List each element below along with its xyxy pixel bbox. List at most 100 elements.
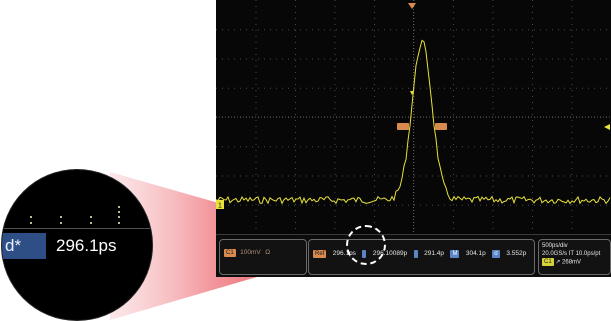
grid-dot: [374, 42, 375, 43]
grid-dot: [571, 72, 573, 73]
grid-dot: [414, 29, 415, 31]
grid-dot: [571, 0, 573, 1]
grid-dot: [564, 175, 565, 177]
grid-dot: [255, 156, 257, 157]
grid-dot: [492, 36, 494, 37]
grid-dot: [374, 96, 375, 97]
grid-dot: [374, 150, 375, 151]
grid-dot: [540, 58, 541, 60]
grid-dot: [420, 87, 421, 89]
grid-dot: [532, 84, 533, 85]
cursor-right-label[interactable]: [435, 123, 447, 130]
grid-dot: [255, 222, 257, 223]
grid-dot: [342, 175, 343, 177]
grid-dot: [532, 192, 533, 193]
grid-dot: [453, 54, 454, 55]
grid-dot: [324, 175, 325, 177]
grid-dot: [571, 54, 573, 55]
grid-dot: [282, 146, 283, 148]
grid-dot: [258, 29, 259, 31]
grid-dot: [444, 87, 445, 89]
grid-dot: [228, 58, 229, 60]
grid-dot: [438, 146, 439, 148]
grid-dot: [234, 58, 235, 60]
cursor-left-label[interactable]: [397, 123, 409, 130]
grid-dot: [486, 58, 487, 60]
grid-dot: [288, 58, 289, 60]
grid-dot: [300, 29, 301, 31]
grid-dot: [374, 168, 375, 169]
grid-dot: [532, 210, 533, 211]
grid-dot: [532, 42, 533, 43]
trigger-level-readout: 268mV: [562, 259, 582, 266]
grid-dot: [528, 58, 529, 60]
grid-dot: [390, 29, 391, 31]
grid-dot: [453, 150, 454, 151]
grid-dot: [492, 156, 494, 157]
grid-dot: [453, 144, 454, 145]
grid-dot: [522, 204, 523, 206]
grid-dot: [255, 120, 257, 121]
grid-dot: [492, 210, 494, 211]
grid-dot: [372, 204, 373, 206]
grid-dot: [334, 204, 336, 205]
grid-dot: [295, 102, 296, 103]
grid-dot: [498, 29, 499, 31]
measurement-panel[interactable]: Ref 296.1ps ​ 296.10089p ​ 291.4p M 304.…: [308, 239, 535, 275]
trigger-position-marker[interactable]: [408, 3, 416, 9]
grid-dot: [492, 174, 494, 175]
grid-dot: [453, 102, 454, 103]
grid-dot: [374, 54, 375, 55]
grid-dot: [456, 175, 457, 177]
grid-dot: [264, 146, 265, 148]
grid-dot: [474, 204, 475, 206]
grid-dot: [432, 146, 433, 148]
grid-dot: [532, 96, 533, 97]
grid-dot: [360, 87, 361, 89]
meas-value-1: 296.1ps: [332, 249, 356, 257]
grid-dot: [374, 144, 375, 145]
trigger-level-arrow[interactable]: [604, 124, 610, 130]
grid-dot: [498, 146, 499, 148]
grid-dot: [600, 58, 601, 60]
readout-bar: C1 100mV Ω Ref 296.1ps ​ 296.10089p ​ 29…: [216, 234, 611, 277]
grid-dot: [480, 175, 481, 177]
grid-dot: [255, 24, 257, 25]
grid-dot: [532, 12, 533, 13]
grid-dot: [334, 150, 336, 151]
grid-dot: [594, 204, 595, 206]
grid-dot: [295, 198, 296, 199]
grid-dot: [360, 29, 361, 31]
grid-dot: [324, 58, 325, 60]
grid-dot: [374, 114, 375, 115]
grid-dot: [348, 204, 349, 206]
grid-dot: [216, 29, 217, 31]
ch1-settings-panel[interactable]: C1 100mV Ω: [219, 239, 307, 275]
grid-dot: [534, 146, 535, 148]
grid-dot: [594, 58, 595, 60]
grid-dot: [462, 146, 463, 148]
grid-dot: [255, 90, 257, 91]
grid-dot: [571, 138, 573, 139]
grid-dot: [571, 228, 573, 229]
grid-dot: [306, 87, 307, 89]
grid-dot: [374, 30, 375, 31]
grid-dot: [255, 144, 257, 145]
grid-dot: [228, 204, 229, 206]
grid-dot: [390, 58, 391, 60]
grid-dot: [532, 174, 533, 175]
grid-dot: [378, 29, 379, 31]
grid-dot: [295, 216, 296, 217]
ch1-ground-marker[interactable]: [216, 200, 224, 209]
magnifier-measure-value: 296.1ps: [56, 236, 117, 255]
grid-dot: [374, 222, 375, 223]
grid-dot: [510, 204, 511, 206]
horizontal-settings-panel[interactable]: 500ps/div 20.0GS/s IT 10.0ps/pt C1 ↗ 268…: [538, 239, 611, 275]
grid-dot: [453, 132, 454, 133]
grid-dot: [571, 210, 573, 211]
grid-dot: [480, 58, 481, 60]
grid-dot: [378, 146, 379, 148]
grid-dot: [426, 175, 427, 177]
grid-dot: [594, 87, 595, 89]
grid-dot: [504, 204, 505, 206]
